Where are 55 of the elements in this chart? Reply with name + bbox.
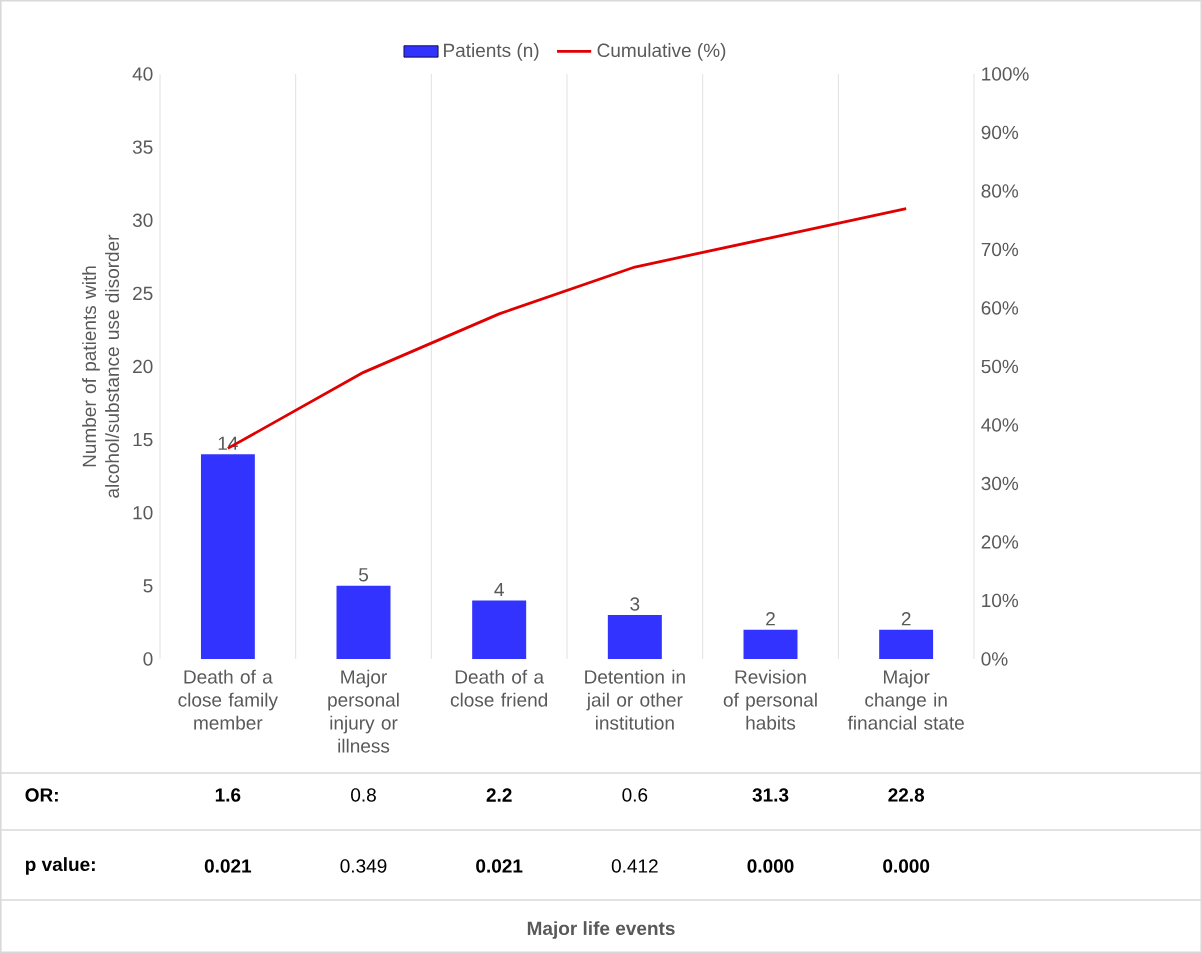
bar bbox=[336, 585, 391, 659]
y2-tick-label: 50% bbox=[981, 359, 1019, 374]
text: 1.6 bbox=[215, 788, 241, 802]
text: 0.6 bbox=[622, 788, 648, 802]
text: p value: bbox=[25, 857, 95, 875]
bar bbox=[200, 454, 255, 659]
bar bbox=[743, 629, 798, 659]
legend-label: Patients (n) bbox=[444, 43, 539, 61]
bar bbox=[879, 629, 934, 659]
text: 31.3 bbox=[752, 788, 789, 802]
legend-label: Cumulative (%) bbox=[597, 43, 726, 61]
x-tick-label: Revision of personal habits bbox=[723, 669, 817, 730]
y-tick-label: 25 bbox=[133, 286, 153, 301]
text: 0.021 bbox=[476, 859, 523, 873]
y-tick-label: 5 bbox=[143, 579, 153, 593]
text: 22.8 bbox=[888, 788, 925, 802]
y-tick-label: 35 bbox=[132, 140, 153, 154]
text: 0.8 bbox=[351, 788, 376, 802]
x-tick-label: Detention in jail or other institution bbox=[585, 669, 685, 730]
y-tick-label: 40 bbox=[132, 67, 153, 81]
data-label: 3 bbox=[630, 597, 640, 611]
x-tick-label: Major change in financial state bbox=[847, 669, 964, 730]
text: OR: bbox=[25, 788, 58, 802]
y2-tick-label: 60% bbox=[981, 301, 1019, 315]
text: 0.349 bbox=[340, 859, 387, 873]
x-tick-label: Death of a close family member bbox=[178, 669, 278, 730]
y-tick-label: 0 bbox=[143, 652, 153, 666]
text: 0.000 bbox=[747, 859, 794, 873]
y2-tick-label: 40% bbox=[981, 418, 1019, 432]
data-label: 4 bbox=[494, 583, 504, 597]
y2-tick-label: 10% bbox=[982, 593, 1019, 608]
y2-tick-label: 30% bbox=[981, 476, 1019, 491]
x-tick-label: Major personal injury or illness bbox=[328, 669, 399, 753]
y-tick-label: 10 bbox=[133, 506, 153, 520]
y2-tick-label: 0% bbox=[981, 652, 1008, 666]
y-tick-label: 30 bbox=[132, 213, 153, 227]
text: 2.2 bbox=[486, 788, 512, 802]
data-label: 2 bbox=[766, 612, 775, 626]
y2-tick-label: 100% bbox=[982, 67, 1029, 81]
text: 0.412 bbox=[611, 859, 658, 873]
y-axis-title: Number of patients with alcohol/substance use disorder bbox=[82, 234, 120, 498]
text: 0.021 bbox=[204, 859, 252, 873]
y2-tick-label: 20% bbox=[981, 535, 1019, 549]
bar bbox=[472, 600, 527, 659]
y2-tick-label: 70% bbox=[981, 242, 1019, 257]
bar bbox=[607, 615, 662, 659]
text: Major life events bbox=[527, 921, 675, 939]
data-label: 2 bbox=[901, 612, 911, 626]
y-tick-label: 15 bbox=[133, 432, 153, 447]
data-label: 5 bbox=[358, 568, 369, 582]
text: 0.000 bbox=[883, 859, 930, 873]
y2-tick-label: 80% bbox=[981, 184, 1019, 198]
x-tick-label: Death of a close friend bbox=[450, 669, 548, 707]
y2-tick-label: 90% bbox=[981, 125, 1019, 140]
y-tick-label: 20 bbox=[133, 359, 153, 374]
